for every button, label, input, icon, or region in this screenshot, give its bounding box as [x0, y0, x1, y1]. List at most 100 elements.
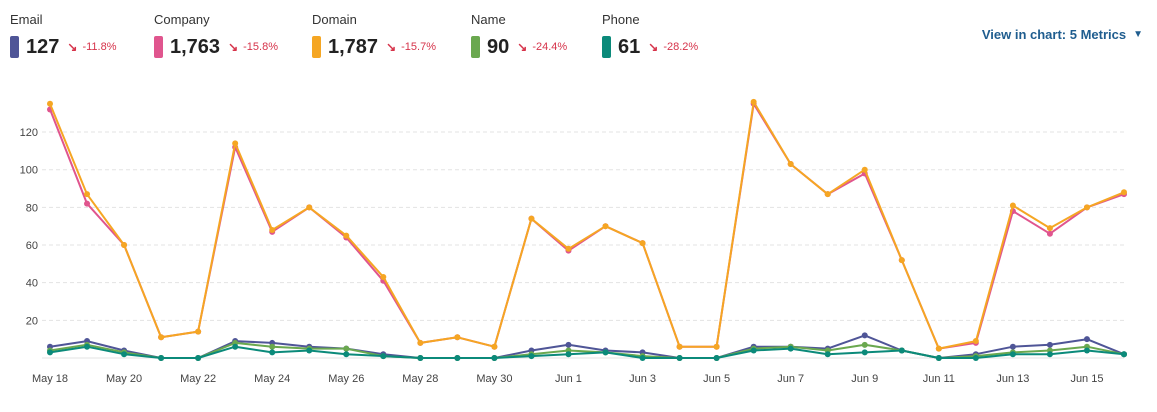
data-point-phone: [84, 343, 91, 350]
data-point-domain: [787, 161, 794, 168]
series-color-swatch: [602, 36, 611, 58]
data-point-phone: [454, 355, 461, 361]
data-point-domain: [417, 339, 424, 346]
data-point-domain: [972, 338, 979, 345]
data-point-domain: [121, 242, 128, 249]
caret-down-icon: ▼: [1133, 29, 1143, 40]
data-point-email: [1083, 336, 1090, 343]
metric-domain[interactable]: Domain 1,787 ↘ -15.7%: [312, 12, 436, 59]
view-in-chart-dropdown[interactable]: View in chart: 5 Metrics ▼: [982, 27, 1143, 42]
y-tick-label: 20: [26, 315, 38, 327]
trend-down-icon: ↘: [648, 40, 659, 54]
data-point-phone: [306, 347, 313, 354]
x-tick-label: May 20: [106, 373, 142, 385]
data-point-email: [1009, 343, 1016, 350]
x-tick-label: May 30: [476, 373, 512, 385]
data-point-domain: [47, 100, 53, 107]
data-point-domain: [1121, 189, 1127, 196]
data-point-phone: [713, 355, 720, 361]
data-point-phone: [639, 355, 646, 361]
data-point-domain: [602, 223, 609, 230]
trend-down-icon: ↘: [67, 40, 78, 54]
metric-email[interactable]: Email 127 ↘ -11.8%: [10, 12, 116, 59]
x-tick-label: Jun 15: [1070, 373, 1103, 385]
data-point-domain: [232, 140, 239, 147]
data-point-phone: [491, 355, 498, 361]
data-point-name: [861, 341, 868, 348]
series-color-swatch: [312, 36, 321, 58]
metric-value: 61: [618, 35, 641, 58]
data-point-phone: [750, 347, 757, 354]
series-line-domain: [49, 100, 1125, 350]
metric-label: Name: [471, 12, 506, 27]
x-tick-label: Jun 13: [996, 373, 1029, 385]
data-point-email: [861, 332, 868, 339]
data-point-email: [565, 341, 572, 348]
data-point-phone: [1121, 351, 1127, 358]
x-tick-label: May 26: [328, 373, 364, 385]
data-point-domain: [528, 215, 535, 222]
data-point-domain: [565, 245, 572, 252]
data-point-phone: [972, 355, 979, 361]
data-point-phone: [824, 351, 831, 358]
data-point-phone: [1083, 347, 1090, 354]
metric-label: Company: [154, 12, 210, 27]
metric-change: -24.4%: [532, 41, 568, 53]
data-point-domain: [861, 166, 868, 173]
data-point-domain: [491, 343, 498, 350]
data-point-name: [343, 345, 350, 352]
data-point-phone: [898, 347, 905, 354]
x-tick-label: Jun 1: [555, 373, 582, 385]
view-in-chart-label: View in chart: 5 Metrics: [981, 27, 1127, 42]
data-point-phone: [343, 351, 350, 358]
x-tick-label: Jun 7: [777, 373, 804, 385]
data-point-domain: [158, 334, 165, 341]
metric-change: -15.7%: [401, 41, 436, 53]
data-point-phone: [676, 355, 683, 361]
data-point-domain: [380, 274, 387, 281]
y-tick-label: 60: [26, 240, 38, 252]
data-point-domain: [269, 226, 276, 233]
data-point-domain: [1083, 204, 1090, 211]
metric-name[interactable]: Name 90 ↘ -24.4%: [471, 12, 567, 59]
metric-company[interactable]: Company 1,763 ↘ -15.8%: [154, 12, 278, 59]
x-tick-label: Jun 9: [851, 373, 878, 385]
data-point-name: [269, 343, 276, 350]
data-point-phone: [47, 349, 53, 356]
data-point-phone: [1046, 351, 1053, 358]
data-point-email: [1046, 341, 1053, 348]
data-point-domain: [343, 232, 350, 239]
data-point-domain: [713, 343, 720, 350]
data-point-phone: [528, 353, 535, 360]
x-tick-label: Jun 3: [629, 373, 656, 385]
data-point-domain: [454, 334, 461, 341]
x-tick-label: Jun 11: [923, 373, 955, 385]
data-point-phone: [1009, 351, 1016, 358]
data-point-domain: [84, 191, 91, 198]
data-point-phone: [417, 355, 424, 361]
x-tick-label: May 18: [32, 373, 68, 385]
y-tick-label: 120: [20, 127, 38, 139]
data-point-domain: [639, 240, 646, 247]
trend-down-icon: ↘: [386, 40, 397, 54]
data-point-domain: [935, 345, 942, 352]
data-point-phone: [787, 345, 794, 352]
x-tick-label: May 24: [254, 373, 290, 385]
data-point-domain: [824, 191, 831, 198]
series-color-swatch: [10, 36, 19, 58]
data-point-phone: [380, 353, 387, 360]
metric-value: 90: [487, 35, 510, 58]
data-point-phone: [232, 343, 239, 350]
data-point-company: [84, 200, 91, 207]
series-line-company: [49, 102, 1125, 350]
x-tick-label: Jun 5: [703, 373, 730, 385]
x-tick-label: May 22: [180, 373, 216, 385]
metric-phone[interactable]: Phone 61 ↘ -28.2%: [602, 12, 698, 59]
metric-value: 127: [26, 35, 60, 58]
data-point-phone: [121, 351, 128, 358]
series-color-swatch: [154, 36, 163, 58]
data-point-domain: [750, 98, 757, 105]
data-point-domain: [306, 204, 313, 211]
data-point-domain: [195, 328, 202, 335]
